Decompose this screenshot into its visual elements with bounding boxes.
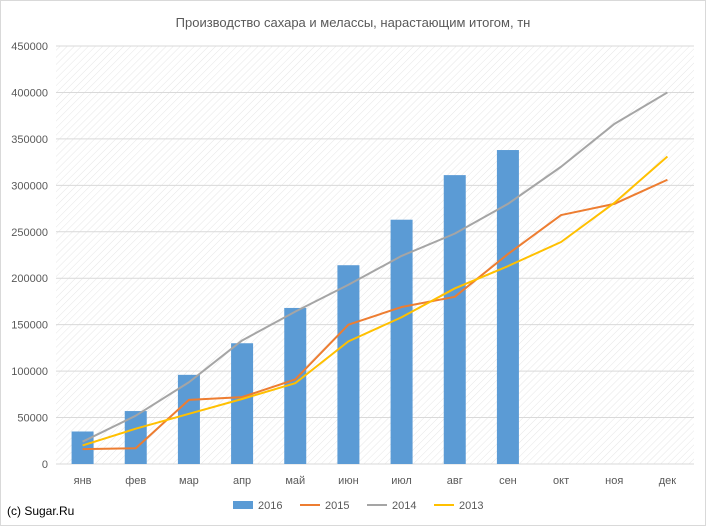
y-axis-ticks: 0 50000 100000 150000 200000 250000 300000 3500…	[11, 41, 48, 471]
bar-2016-апр	[231, 343, 254, 464]
legend-label: 2013	[459, 500, 483, 512]
x-tick-label: апр	[233, 475, 251, 487]
x-axis-ticks: янв фев мар апр май июн июл авг сен окт ноя дек	[74, 475, 677, 487]
x-tick-label: окт	[553, 475, 569, 487]
legend-label: 2016	[258, 500, 282, 512]
y-tick-label: 450000	[11, 41, 48, 53]
bar-2016-сен	[496, 150, 519, 464]
x-tick-label: фев	[125, 475, 146, 487]
plot-area	[56, 46, 694, 464]
x-tick-label: июл	[391, 475, 412, 487]
bar-2016-июн	[337, 265, 360, 464]
y-tick-label: 300000	[11, 180, 48, 192]
y-tick-label: 0	[42, 459, 48, 471]
line-series-2013	[82, 155, 669, 447]
bar-2016-янв	[71, 431, 94, 464]
legend: 2016 2015 2014 2013	[233, 500, 483, 512]
y-tick-label: 50000	[17, 413, 48, 425]
x-tick-label: июн	[338, 475, 358, 487]
bar-2016-авг	[443, 175, 466, 465]
x-tick-label: май	[285, 475, 305, 487]
legend-swatch	[233, 501, 253, 509]
line-series	[82, 91, 669, 451]
y-tick-label: 400000	[11, 87, 48, 99]
y-tick-label: 250000	[11, 227, 48, 239]
x-tick-label: авг	[447, 475, 463, 487]
legend-label: 2015	[325, 500, 349, 512]
line-series-2015	[82, 178, 668, 451]
legend-label: 2014	[392, 500, 416, 512]
bar-2016-фев	[124, 411, 147, 464]
line-series-2014	[82, 91, 668, 443]
y-tick-label: 100000	[11, 366, 48, 378]
x-tick-label: дек	[659, 475, 677, 487]
x-tick-label: янв	[74, 475, 92, 487]
bar-2016-мар	[177, 374, 200, 464]
y-tick-label: 200000	[11, 273, 48, 285]
gridlines	[56, 45, 694, 465]
credit-text: (c) Sugar.Ru	[7, 504, 75, 518]
bar-2016-июл	[390, 219, 413, 464]
x-tick-label: мар	[179, 475, 199, 487]
x-tick-label: ноя	[605, 475, 623, 487]
y-tick-label: 150000	[11, 320, 48, 332]
y-tick-label: 350000	[11, 134, 48, 146]
bar-2016-май	[284, 307, 307, 464]
x-tick-label: сен	[499, 475, 517, 487]
bar-series	[71, 150, 519, 465]
chart-title: Производство сахара и мелассы, нарастающ…	[176, 15, 531, 30]
